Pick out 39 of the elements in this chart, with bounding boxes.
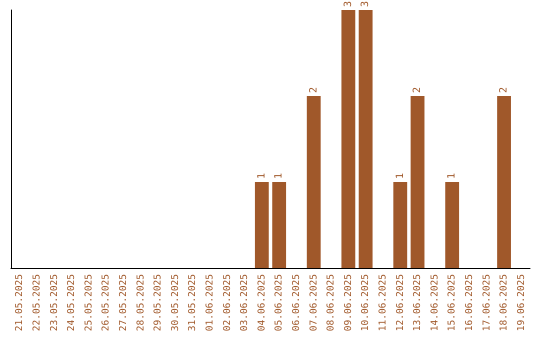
x-tick-label: 08.06.2025 bbox=[326, 274, 337, 332]
x-tick-label: 16.06.2025 bbox=[464, 274, 475, 332]
x-tick-label: 19.06.2025 bbox=[516, 274, 527, 332]
data-label: 3 bbox=[342, 0, 354, 7]
data-label: 2 bbox=[308, 86, 320, 93]
x-tick-label: 24.05.2025 bbox=[66, 274, 78, 332]
data-label: 2 bbox=[498, 86, 510, 93]
x-tick-label: 18.06.2025 bbox=[498, 274, 510, 332]
data-label: 1 bbox=[446, 172, 458, 179]
x-tick-label: 09.06.2025 bbox=[342, 274, 354, 332]
x-tick-label: 23.05.2025 bbox=[48, 274, 60, 332]
x-tick-label: 05.06.2025 bbox=[274, 274, 285, 332]
x-tick-label: 26.05.2025 bbox=[100, 274, 112, 332]
x-tick-label: 31.05.2025 bbox=[187, 274, 198, 332]
x-tick-label: 07.06.2025 bbox=[308, 274, 320, 332]
x-tick-label: 30.05.2025 bbox=[170, 274, 181, 332]
x-tick-label: 28.05.2025 bbox=[135, 274, 146, 332]
x-tick-label: 06.06.2025 bbox=[290, 274, 302, 332]
x-tick-label: 11.06.2025 bbox=[377, 274, 388, 332]
data-label: 2 bbox=[412, 86, 424, 93]
x-tick-label: 17.06.2025 bbox=[481, 274, 492, 332]
x-tick-label: 22.05.2025 bbox=[31, 274, 42, 332]
x-tick-label: 27.05.2025 bbox=[118, 274, 129, 332]
data-label: 1 bbox=[274, 172, 285, 179]
x-tick-label: 12.06.2025 bbox=[394, 274, 406, 332]
x-tick-label: 21.05.2025 bbox=[14, 274, 26, 332]
x-tick-label: 04.06.2025 bbox=[256, 274, 268, 332]
x-tick-label: 14.06.2025 bbox=[429, 274, 440, 332]
data-label: 1 bbox=[394, 172, 406, 179]
x-tick-label: 25.05.2025 bbox=[83, 274, 94, 332]
data-label: 1 bbox=[256, 172, 268, 179]
x-tick-label: 10.06.2025 bbox=[360, 274, 372, 332]
x-tick-label: 01.06.2025 bbox=[204, 274, 216, 332]
x-tick-label: 02.06.2025 bbox=[222, 274, 233, 332]
data-label: 3 bbox=[360, 0, 372, 7]
x-tick-label: 13.06.2025 bbox=[412, 274, 424, 332]
x-tick-label: 15.06.2025 bbox=[446, 274, 458, 332]
x-tick-label: 03.06.2025 bbox=[239, 274, 250, 332]
x-tick-label: 29.05.2025 bbox=[152, 274, 164, 332]
